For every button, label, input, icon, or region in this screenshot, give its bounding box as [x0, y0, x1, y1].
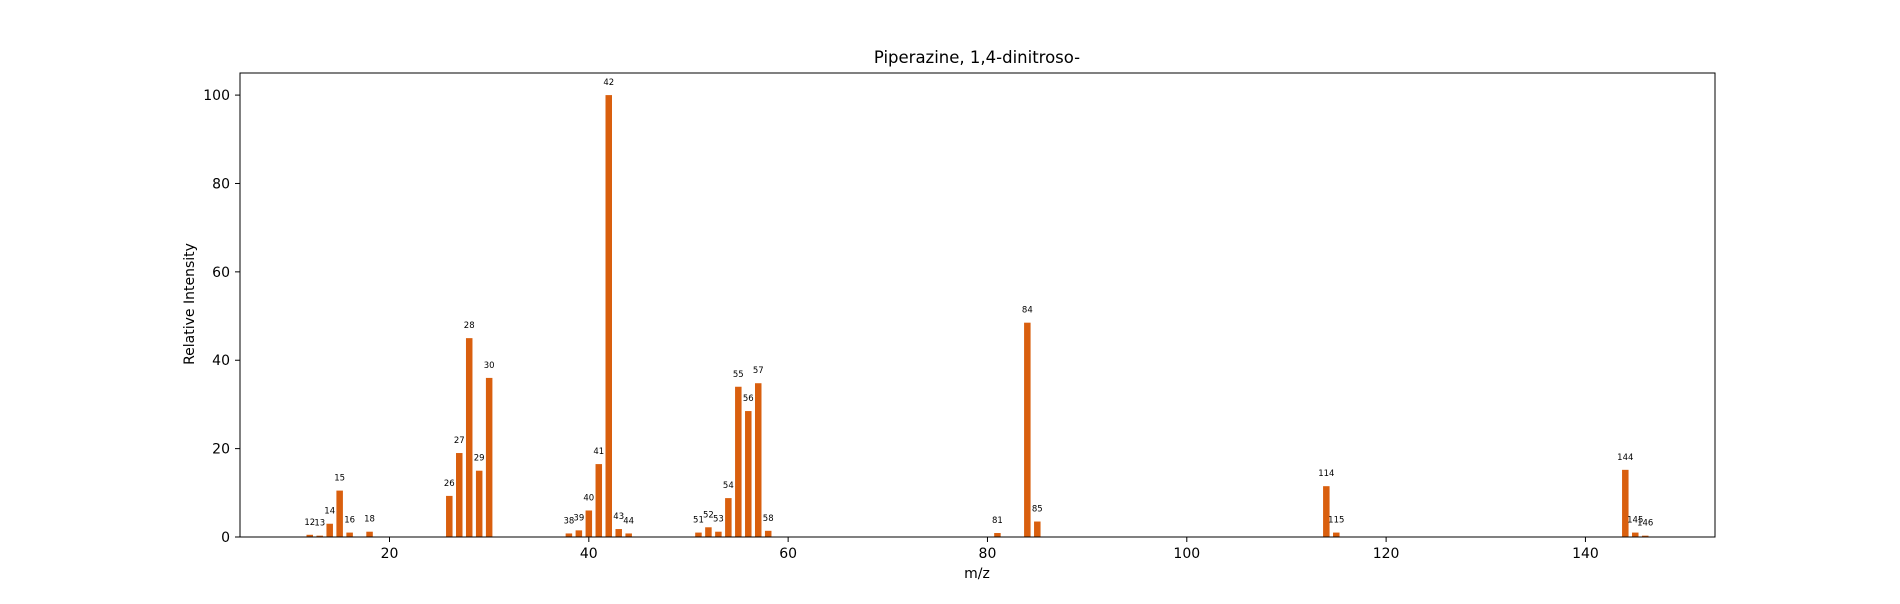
peak-label-12: 12	[304, 518, 315, 528]
bar-mz-81	[994, 533, 1001, 537]
bar-mz-115	[1333, 532, 1340, 537]
bar-mz-41	[595, 464, 603, 537]
y-tick-label-100: 100	[203, 88, 230, 104]
bar-mz-53	[715, 531, 722, 537]
x-tick-label-100: 100	[1173, 546, 1200, 562]
peak-label-13: 13	[314, 519, 325, 529]
peak-label-85: 85	[1032, 505, 1043, 515]
bar-mz-58	[764, 530, 772, 537]
bar-mz-40	[585, 510, 593, 537]
peak-label-55: 55	[733, 370, 744, 380]
bar-mz-56	[745, 411, 752, 537]
peak-label-114: 114	[1318, 469, 1334, 479]
x-tick-label-120: 120	[1373, 546, 1400, 562]
peak-label-53: 53	[713, 515, 724, 525]
peak-label-41: 41	[593, 447, 604, 457]
peak-label-42: 42	[603, 78, 614, 88]
bar-mz-30	[485, 377, 493, 537]
peak-label-115: 115	[1328, 516, 1344, 526]
peak-label-29: 29	[474, 454, 485, 464]
peak-labels: 12 13 14 15 16 18 26 27 28 29 30 38 39 40 41 42 43 44 5152…	[304, 78, 1653, 529]
bar-mz-52	[705, 527, 712, 537]
peak-label-15: 15	[334, 474, 345, 484]
bar-mz-29	[475, 470, 483, 537]
peak-label-145: 145	[1627, 516, 1643, 526]
peak-label-84: 84	[1022, 306, 1033, 316]
bar-mz-13	[316, 535, 323, 537]
bar-mz-38	[565, 533, 573, 537]
bar-mz-57	[754, 383, 762, 537]
y-tick-label-60: 60	[212, 265, 230, 281]
chart-title: Piperazine, 1,4-dinitroso-	[874, 48, 1080, 67]
peak-label-16: 16	[344, 516, 355, 526]
peak-label-54: 54	[723, 481, 734, 491]
peak-label-18: 18	[364, 515, 375, 525]
peak-label-40: 40	[583, 493, 594, 503]
bar-mz-145	[1632, 532, 1639, 537]
y-tick-label-40: 40	[212, 353, 230, 369]
bar-mz-84	[1024, 322, 1031, 537]
bar-mz-114	[1323, 486, 1330, 537]
y-axis-ticks: 0 20 40 60 80 100	[203, 88, 240, 546]
peak-label-28: 28	[464, 321, 475, 331]
bar-mz-51	[695, 532, 702, 537]
bar-mz-42	[605, 95, 612, 537]
bar-mz-18	[366, 531, 373, 537]
bar-mz-28	[465, 338, 473, 537]
peak-label-144: 144	[1617, 453, 1633, 463]
bar-mz-54	[725, 498, 732, 537]
x-tick-label-20: 20	[381, 546, 399, 562]
y-tick-label-0: 0	[221, 530, 230, 546]
peak-label-52: 52	[703, 510, 714, 520]
y-tick-label-80: 80	[212, 176, 230, 192]
bar-mz-146	[1641, 535, 1649, 537]
plot-area-frame	[239, 72, 1716, 538]
bar-mz-144	[1622, 469, 1629, 537]
bar-mz-15	[336, 490, 343, 537]
peak-label-58: 58	[763, 514, 774, 524]
y-tick-label-20: 20	[212, 442, 230, 458]
bar-mz-16	[346, 532, 353, 537]
bar-mz-12	[306, 534, 314, 537]
peak-label-14: 14	[324, 507, 335, 517]
x-tick-label-140: 140	[1572, 546, 1599, 562]
bar-mz-44	[625, 533, 632, 537]
peak-label-51: 51	[693, 516, 704, 526]
peak-label-30: 30	[484, 361, 495, 371]
peak-label-38: 38	[563, 516, 574, 526]
peak-label-26: 26	[444, 479, 455, 489]
peak-label-146: 146	[1637, 519, 1653, 529]
bar-series	[306, 95, 1649, 537]
bar-mz-43	[615, 529, 622, 537]
x-axis-ticks: 20 40 60 80 100 120 140	[381, 537, 1599, 562]
peak-label-56: 56	[743, 394, 754, 404]
peak-label-81: 81	[992, 516, 1003, 526]
bar-mz-26	[446, 495, 453, 537]
bar-mz-39	[575, 530, 583, 537]
peak-label-43: 43	[613, 512, 624, 522]
bar-mz-14	[326, 523, 333, 537]
x-axis-label: m/z	[964, 566, 990, 582]
x-tick-label-80: 80	[979, 546, 997, 562]
bar-mz-55	[735, 386, 742, 537]
x-tick-label-40: 40	[580, 546, 598, 562]
peak-label-44: 44	[623, 516, 634, 526]
peak-label-39: 39	[573, 513, 584, 523]
bar-mz-85	[1034, 521, 1041, 537]
x-tick-label-60: 60	[779, 546, 797, 562]
bar-mz-27	[456, 453, 463, 537]
peak-label-57: 57	[753, 366, 764, 376]
y-axis-label: Relative Intensity	[182, 243, 198, 365]
peak-label-27: 27	[454, 436, 465, 446]
